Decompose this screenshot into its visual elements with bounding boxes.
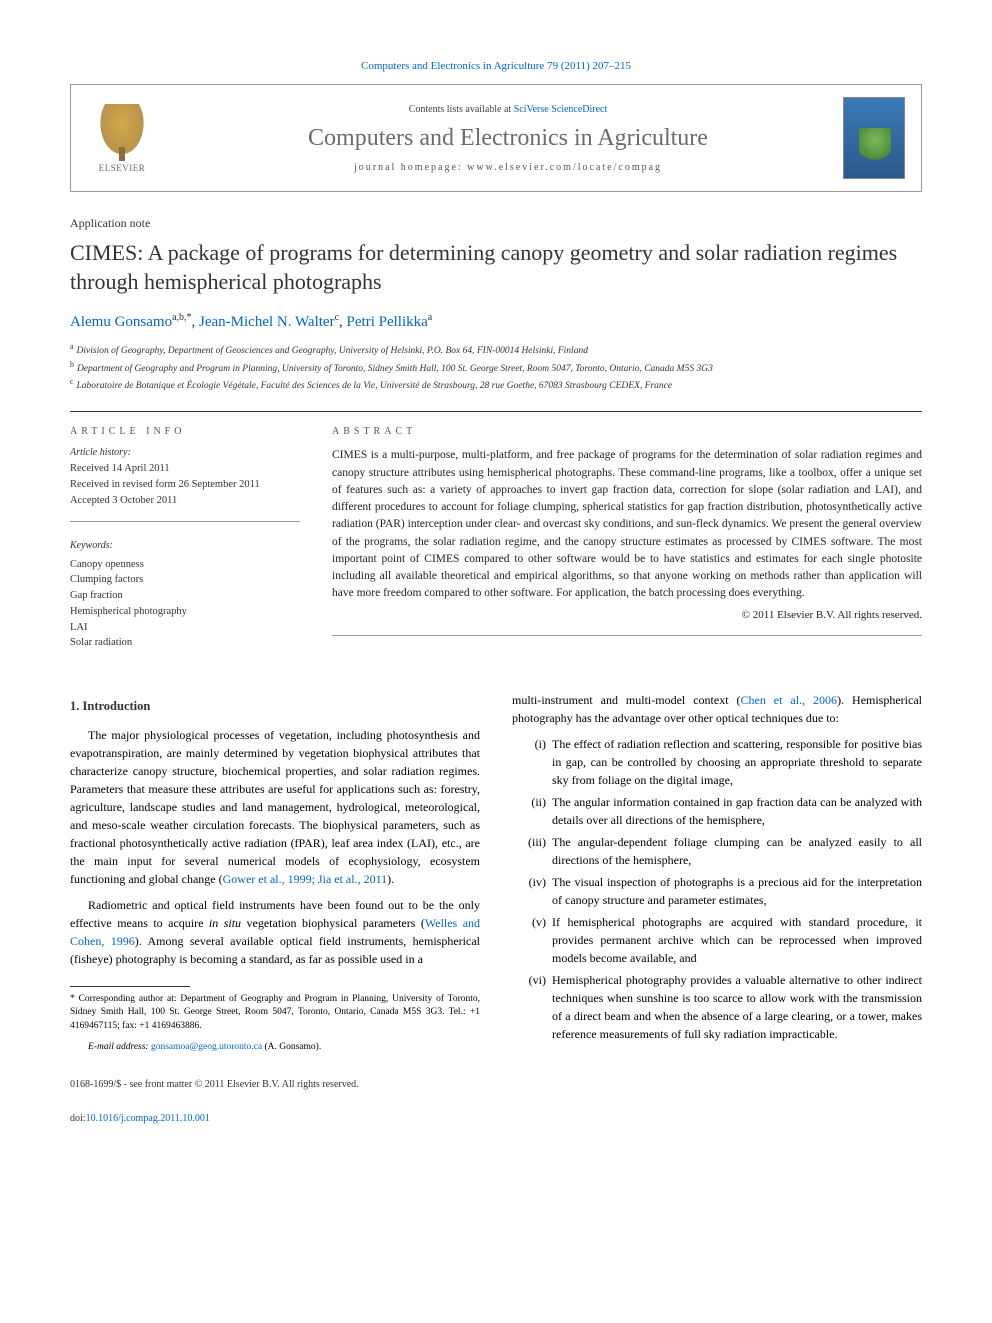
keyword: Gap fraction (70, 588, 300, 604)
article-info-col: ARTICLE INFO Article history: Received 1… (70, 426, 300, 651)
abstract-text: CIMES is a multi-purpose, multi-platform… (332, 447, 922, 636)
keyword: Solar radiation (70, 635, 300, 651)
advantages-list: (i)The effect of radiation reflection an… (520, 735, 922, 1043)
journal-title: Computers and Electronics in Agriculture (173, 125, 843, 152)
keyword: Clumping factors (70, 572, 300, 588)
citation-link[interactable]: Chen et al., 2006 (741, 693, 838, 707)
body-paragraph: multi-instrument and multi-model context… (512, 691, 922, 727)
journal-cover-thumbnail (843, 97, 905, 179)
article-title: CIMES: A package of programs for determi… (70, 239, 922, 296)
authors-line: Alemu Gonsamoa,b,*, Jean-Michel N. Walte… (70, 312, 922, 331)
sciencedirect-link[interactable]: SciVerse ScienceDirect (514, 104, 608, 115)
author-link[interactable]: Jean-Michel N. Walter (199, 314, 335, 330)
list-item: (ii)The angular information contained in… (520, 793, 922, 829)
abstract-header: ABSTRACT (332, 426, 922, 437)
email-footnote: E-mail address: gonsamoa@geog.utoronto.c… (70, 1041, 480, 1054)
body-paragraph: The major physiological processes of veg… (70, 726, 480, 888)
author-link[interactable]: Petri Pellikka (347, 314, 428, 330)
history-received: Received 14 April 2011 (70, 461, 300, 477)
journal-header-box: ELSEVIER Contents lists available at Sci… (70, 84, 922, 192)
author-link[interactable]: Alemu Gonsamo (70, 314, 172, 330)
body-paragraph: Radiometric and optical field instrument… (70, 896, 480, 968)
divider (70, 411, 922, 412)
list-item: (i)The effect of radiation reflection an… (520, 735, 922, 789)
keyword: Canopy openness (70, 557, 300, 573)
doi-link[interactable]: 10.1016/j.compag.2011.10.001 (86, 1113, 210, 1124)
footer-doi: doi:10.1016/j.compag.2011.10.001 (70, 1112, 922, 1126)
footer-issn: 0168-1699/$ - see front matter © 2011 El… (70, 1078, 922, 1092)
corresponding-author-footnote: * Corresponding author at: Department of… (70, 993, 480, 1033)
elsevier-tree-icon (97, 104, 147, 159)
contents-available: Contents lists available at SciVerse Sci… (173, 104, 843, 115)
email-link[interactable]: gonsamoa@geog.utoronto.ca (151, 1042, 262, 1052)
list-item: (iii)The angular-dependent foliage clump… (520, 833, 922, 869)
section-title-intro: 1. Introduction (70, 697, 480, 716)
citation-link[interactable]: Gower et al., 1999; Jia et al., 2011 (223, 872, 388, 886)
footnote-separator (70, 986, 190, 987)
journal-homepage: journal homepage: www.elsevier.com/locat… (173, 162, 843, 173)
abstract-copyright: © 2011 Elsevier B.V. All rights reserved… (332, 607, 922, 624)
keyword: LAI (70, 620, 300, 636)
history-label: Article history: (70, 447, 300, 458)
journal-ref-link[interactable]: Computers and Electronics in Agriculture… (361, 60, 631, 72)
abstract-col: ABSTRACT CIMES is a multi-purpose, multi… (332, 426, 922, 651)
publisher-name: ELSEVIER (99, 163, 146, 173)
keywords-label: Keywords: (70, 538, 300, 554)
affiliations: aDivision of Geography, Department of Ge… (70, 341, 922, 393)
body-columns: 1. Introduction The major physiological … (70, 691, 922, 1057)
history-revised: Received in revised form 26 September 20… (70, 477, 300, 493)
keyword: Hemispherical photography (70, 604, 300, 620)
history-accepted: Accepted 3 October 2011 (70, 493, 300, 509)
list-item: (v)If hemispherical photographs are acqu… (520, 913, 922, 967)
journal-reference: Computers and Electronics in Agriculture… (70, 60, 922, 72)
list-item: (vi)Hemispherical photography provides a… (520, 971, 922, 1043)
elsevier-logo: ELSEVIER (87, 98, 157, 178)
article-type: Application note (70, 216, 922, 231)
article-info-header: ARTICLE INFO (70, 426, 300, 437)
list-item: (iv)The visual inspection of photographs… (520, 873, 922, 909)
